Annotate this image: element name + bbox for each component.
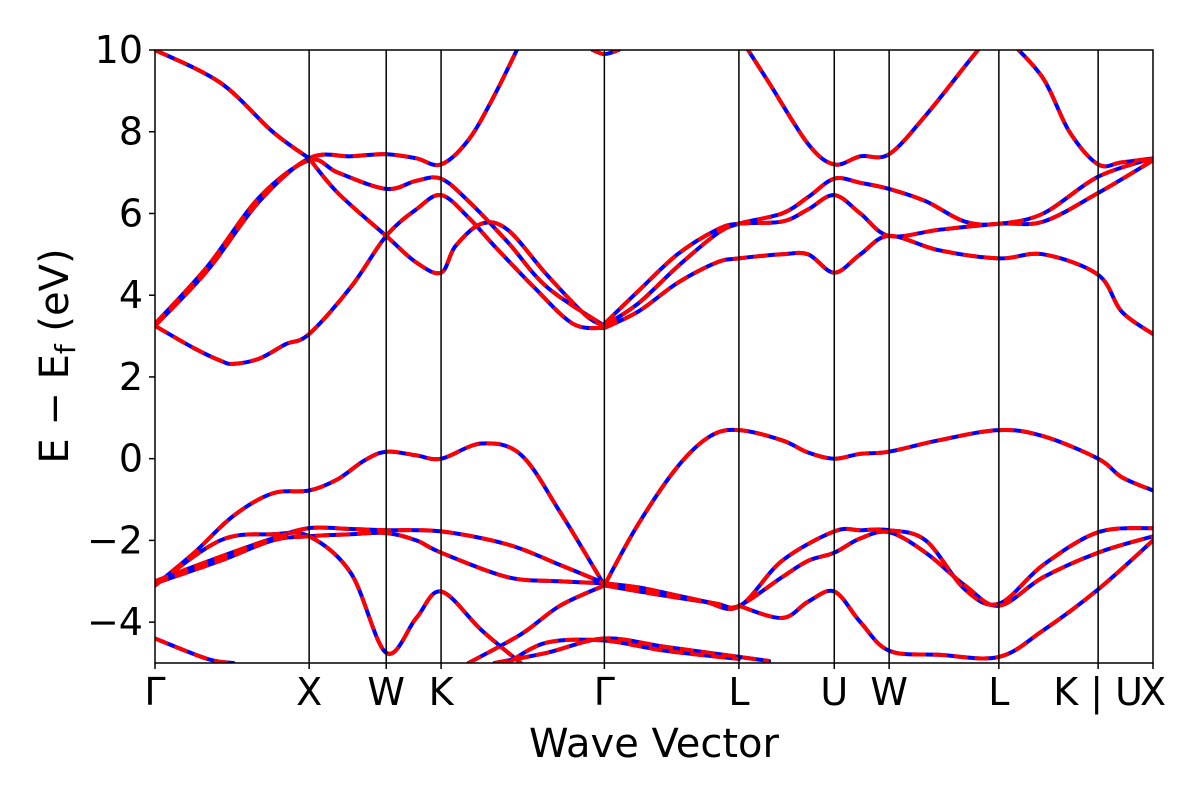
band-line-dashed-0 — [155, 441, 607, 587]
y-tick-label-1: −2 — [87, 518, 143, 562]
band-line-dashed-8 — [155, 636, 234, 663]
band-line-dashed-21 — [1015, 50, 1153, 169]
band-line-dashed-20 — [745, 50, 981, 167]
band-line-solid-17 — [602, 156, 1153, 328]
x-tick-label-0: Γ — [144, 670, 165, 714]
x-tick-label-5: L — [728, 670, 749, 714]
y-axis-title-unit: (eV) — [32, 248, 78, 344]
plot-frame — [154, 49, 1154, 664]
band-line-dashed-15 — [307, 157, 606, 328]
bands-layer — [155, 50, 1153, 663]
band-line-dashed-16 — [155, 50, 311, 160]
y-axis-ticks: −4 −2 0 2 4 6 8 10 — [87, 28, 155, 644]
x-tick-label-7: W — [870, 670, 908, 714]
x-tick-label-1: X — [296, 670, 322, 714]
y-tick-label-6: 8 — [119, 110, 143, 154]
x-tick-label-8: L — [988, 670, 1009, 714]
y-axis-title: E − Ef (eV) — [32, 248, 82, 463]
y-axis-title-sub: f — [49, 343, 82, 354]
band-line-dashed-7 — [738, 538, 1153, 661]
x-tick-label-4: Γ — [594, 670, 615, 714]
band-line-dashed-10 — [506, 637, 740, 663]
band-line-dashed-19 — [603, 158, 1153, 326]
y-tick-label-7: 10 — [95, 28, 143, 72]
y-tick-label-3: 2 — [119, 355, 143, 399]
y-tick-label-2: 0 — [119, 437, 143, 481]
band-line-dashed-12 — [155, 193, 605, 366]
band-line-dashed-1 — [602, 427, 1153, 587]
x-tick-label-2: W — [367, 670, 405, 714]
x-tick-label-9: K | U — [1053, 670, 1143, 715]
band-line-dashed-11 — [467, 583, 606, 663]
y-tick-label-5: 6 — [119, 191, 143, 235]
band-line-dashed-4 — [155, 530, 523, 663]
band-line-dashed-18 — [603, 233, 1153, 336]
y-axis-title-main: E − E — [32, 354, 78, 464]
kpoint-lines — [308, 50, 1099, 663]
band-line-dashed-2 — [155, 525, 606, 586]
y-tick-label-4: 4 — [119, 273, 143, 317]
band-line-dashed-14 — [155, 157, 606, 328]
band-line-dashed-9 — [494, 636, 770, 663]
y-tick-label-0: −4 — [87, 600, 143, 644]
x-tick-label-3: K — [429, 670, 455, 714]
x-axis-title: Wave Vector — [529, 721, 780, 767]
x-tick-label-6: U — [820, 670, 848, 714]
band-line-dashed-13 — [155, 50, 520, 328]
x-tick-label-10: X — [1140, 670, 1166, 714]
band-line-dashed-6 — [604, 526, 1153, 612]
